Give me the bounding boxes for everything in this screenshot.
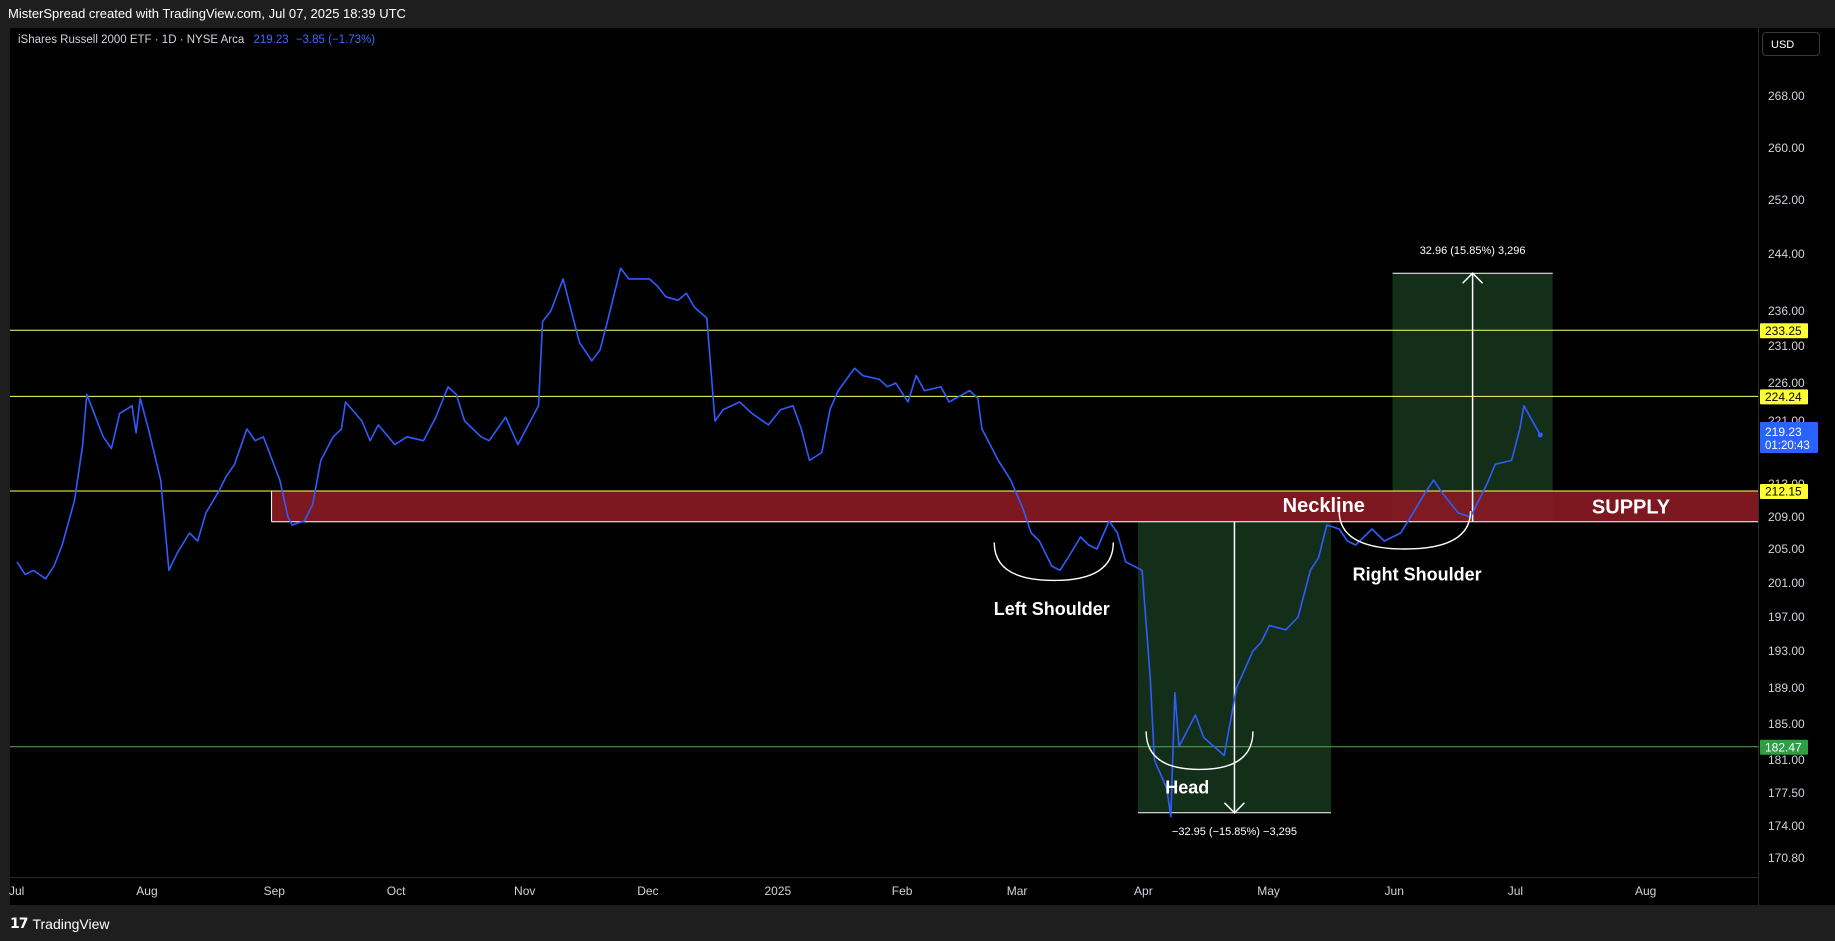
measure-label: −32.95 (−15.85%) −3,295 — [1172, 826, 1297, 838]
x-tick-label: Dec — [637, 884, 658, 898]
measure-label: 32.96 (15.85%) 3,296 — [1420, 245, 1526, 257]
y-tick-label: 201.00 — [1768, 576, 1805, 590]
pattern-label: Right Shoulder — [1353, 564, 1482, 584]
supply-label: SUPPLY — [1592, 496, 1671, 518]
level-badge — [1760, 484, 1808, 500]
symbol-legend: iShares Russell 2000 ETF · 1D · NYSE Arc… — [18, 34, 375, 46]
x-tick-label: Oct — [387, 884, 406, 898]
y-tick-label: 226.00 — [1768, 376, 1805, 390]
x-tick-label: Jul — [1508, 884, 1523, 898]
neckline-label: Neckline — [1283, 495, 1365, 517]
pattern-label: Left Shoulder — [994, 599, 1110, 619]
y-tick-label: 197.00 — [1768, 610, 1805, 624]
x-tick-label: Nov — [514, 884, 535, 898]
y-tick-label: 244.00 — [1768, 247, 1805, 261]
tradingview-logo-icon: 𝟭𝟳 — [10, 915, 29, 931]
pattern-label: Head — [1165, 778, 1209, 798]
y-tick-label: 209.00 — [1768, 510, 1805, 524]
y-tick-label: 260.00 — [1768, 141, 1805, 155]
pattern-arc — [1338, 510, 1472, 550]
plot-layer — [10, 267, 1758, 818]
time-axis[interactable] — [10, 877, 1758, 906]
y-tick-label: 189.00 — [1768, 681, 1805, 695]
y-tick-label: 193.00 — [1768, 644, 1805, 658]
level-badge — [1760, 739, 1808, 755]
last-price-value: 219.23 — [253, 34, 289, 46]
level-badge-label: 233.25 — [1765, 324, 1802, 338]
price-line — [16, 267, 1541, 818]
symbol-title: iShares Russell 2000 ETF · 1D · NYSE Arc… — [18, 34, 245, 46]
y-tick-label: 174.00 — [1768, 819, 1805, 833]
y-tick-label: 236.00 — [1768, 304, 1805, 318]
currency-button[interactable]: USD — [1762, 32, 1820, 56]
x-tick-label: Sep — [264, 884, 286, 898]
y-tick-label: 205.00 — [1768, 542, 1805, 556]
level-badge-label: 182.47 — [1765, 740, 1802, 754]
supply-zone — [271, 491, 1758, 522]
last-price-dot — [1537, 432, 1543, 438]
brand-name: TradingView — [32, 915, 110, 932]
price-axis[interactable] — [1758, 28, 1835, 905]
y-tick-label: 181.00 — [1768, 753, 1805, 767]
price-change: −3.85 (−1.73%) — [295, 34, 376, 46]
attribution-bar: MisterSpread created with TradingView.co… — [0, 0, 1835, 28]
last-price-badge — [1760, 421, 1818, 453]
x-tick-label: Aug — [1635, 884, 1656, 898]
x-tick-label: Aug — [136, 884, 157, 898]
attribution-text: MisterSpread created with TradingView.co… — [8, 6, 406, 21]
y-tick-label: 252.00 — [1768, 193, 1805, 207]
last-price-countdown: 01:20:43 — [1765, 440, 1810, 452]
level-badge-label: 212.15 — [1765, 485, 1802, 499]
y-tick-label: 177.50 — [1768, 786, 1805, 800]
y-tick-label: 170.80 — [1768, 851, 1805, 865]
measure-arrow-head — [1223, 802, 1245, 814]
y-tick-label: 185.00 — [1768, 717, 1805, 731]
level-badge — [1760, 323, 1808, 339]
pattern-arc — [1145, 731, 1254, 771]
footer-bar: 𝟭𝟳 TradingView — [0, 905, 1835, 941]
pattern-arc — [993, 542, 1115, 582]
x-tick-label: May — [1257, 884, 1280, 898]
x-tick-label: Jul — [9, 884, 24, 898]
level-badge-label: 224.24 — [1765, 390, 1802, 404]
x-tick-label: 2025 — [765, 884, 792, 898]
x-tick-label: Feb — [892, 884, 913, 898]
level-badge — [1760, 389, 1808, 405]
x-tick-label: Jun — [1385, 884, 1404, 898]
y-tick-label: 231.00 — [1768, 339, 1805, 353]
last-price-badge-value: 219.23 — [1765, 425, 1802, 439]
x-tick-label: Apr — [1134, 884, 1153, 898]
x-tick-label: Mar — [1007, 884, 1028, 898]
measure-arrow-head — [1462, 272, 1484, 284]
tradingview-logo[interactable]: 𝟭𝟳 TradingView — [10, 915, 110, 932]
y-tick-label: 268.00 — [1768, 89, 1805, 103]
